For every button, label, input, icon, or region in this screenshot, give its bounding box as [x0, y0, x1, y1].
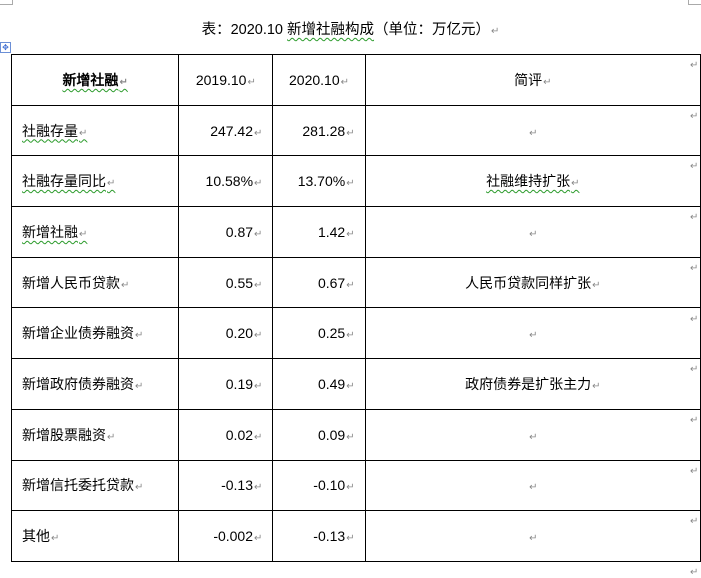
table-move-handle-icon[interactable]: ✥ — [0, 42, 11, 53]
table-row: 社融存量247.42281.28 — [10, 104, 701, 157]
page-margin-corner-right — [688, 0, 701, 5]
table-row: 新增企业债券融资0.200.25 — [10, 307, 701, 360]
cell-y2019: 0.87 — [178, 206, 274, 258]
table-row: 新增社融0.871.42 — [10, 206, 701, 258]
caption-emphasis: 新增社融构成 — [287, 22, 375, 38]
row-end-mark: ↵ — [690, 60, 699, 71]
table-header-row: 新增社融 2019.10 2020.10 简评 — [10, 54, 701, 106]
cell-y2020: -0.10 — [272, 459, 366, 512]
cell-y2020: 1.42 — [272, 206, 366, 258]
cell-item: 新增股票融资 — [10, 408, 180, 461]
cell-comment — [364, 104, 701, 157]
cell-y2019: 10.58% — [178, 155, 274, 208]
cell-item: 新增社融 — [10, 206, 180, 258]
cell-item: 新增企业债券融资 — [10, 307, 180, 360]
cell-item: 社融存量 — [10, 104, 180, 157]
cell-y2019: 0.19 — [178, 358, 274, 410]
cell-y2020: -0.13 — [272, 510, 366, 562]
cell-comment — [364, 206, 701, 258]
cell-y2019: -0.13 — [178, 459, 274, 512]
cell-comment: 政府债券是扩张主力 — [364, 358, 701, 410]
cell-item: 社融存量同比 — [10, 155, 180, 208]
cell-item: 新增人民币贷款 — [10, 256, 180, 309]
caption-prefix: 表：2020.10 — [201, 22, 288, 38]
cell-comment — [364, 459, 701, 512]
table-row: 其他-0.002-0.13 — [10, 510, 701, 562]
page-margin-corner-left — [0, 0, 13, 5]
cell-comment — [364, 510, 701, 562]
cell-y2020: 13.70% — [272, 155, 366, 208]
cell-y2020: 0.09 — [272, 408, 366, 461]
cell-item: 新增信托委托贷款 — [10, 459, 180, 512]
row-end-mark: ↵ — [690, 110, 699, 122]
row-end-mark: ↵ — [690, 262, 699, 274]
row-end-mark: ↵ — [690, 161, 699, 173]
table-row: 社融存量同比10.58%13.70%社融维持扩张 — [10, 155, 701, 208]
cell-y2020: 281.28 — [272, 104, 366, 157]
row-end-mark: ↵ — [690, 567, 699, 578]
cell-y2019: 247.42 — [178, 104, 274, 157]
cell-y2019: -0.002 — [178, 510, 274, 562]
cell-item: 新增政府债券融资 — [10, 358, 180, 410]
table-row: 新增政府债券融资0.190.49政府债券是扩张主力 — [10, 358, 701, 410]
cell-y2020: 0.67 — [272, 256, 366, 309]
social-financing-table: 新增社融 2019.10 2020.10 简评 社融存量247.42281.28… — [10, 54, 701, 562]
table-row: 新增人民币贷款0.550.67人民币贷款同样扩张 — [10, 256, 701, 309]
row-end-mark: ↵ — [690, 364, 699, 376]
header-cell: 2020.10 — [272, 54, 366, 106]
header-cell: 2019.10 — [178, 54, 274, 106]
cell-y2020: 0.25 — [272, 307, 366, 360]
row-end-mark: ↵ — [690, 313, 699, 325]
table-row: 新增股票融资0.020.09 — [10, 408, 701, 461]
cell-y2019: 0.02 — [178, 408, 274, 461]
cell-y2019: 0.55 — [178, 256, 274, 309]
table-caption: 表：2020.10 新增社融构成（单位：万亿元） — [0, 18, 701, 39]
table-row: 新增信托委托贷款-0.13-0.10 — [10, 459, 701, 512]
row-end-mark: ↵ — [690, 414, 699, 426]
row-end-mark: ↵ — [690, 212, 699, 224]
header-cell: 简评 — [364, 54, 701, 106]
row-end-mark: ↵ — [690, 516, 699, 528]
cell-comment — [364, 408, 701, 461]
header-cell: 新增社融 — [10, 54, 180, 106]
cell-y2020: 0.49 — [272, 358, 366, 410]
cell-comment: 人民币贷款同样扩张 — [364, 256, 701, 309]
cell-comment — [364, 307, 701, 360]
cell-item: 其他 — [10, 510, 180, 562]
cell-comment: 社融维持扩张 — [364, 155, 701, 208]
cell-y2019: 0.20 — [178, 307, 274, 360]
caption-suffix: （单位：万亿元） — [374, 22, 491, 38]
row-end-mark: ↵ — [690, 465, 699, 477]
